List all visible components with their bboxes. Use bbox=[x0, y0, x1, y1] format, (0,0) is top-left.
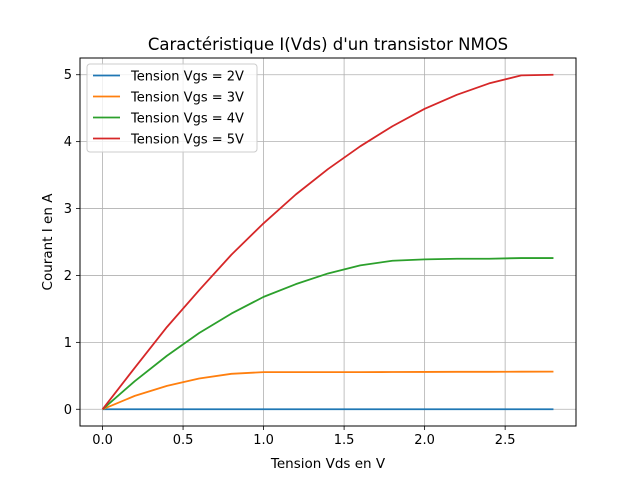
legend-box bbox=[86, 63, 258, 153]
legend-label-1: Tension Vgs = 2V bbox=[130, 69, 244, 84]
y-tick-label: 5 bbox=[64, 68, 72, 83]
grid bbox=[80, 58, 576, 426]
y-tick-label: 3 bbox=[64, 202, 72, 217]
x-axis-label: Tension Vds en V bbox=[270, 456, 386, 472]
x-tick-label: 2.0 bbox=[414, 433, 435, 448]
legend: Tension Vgs = 2V Tension Vgs = 3V Tension … bbox=[86, 63, 258, 153]
x-tick-label: 2.5 bbox=[495, 433, 516, 448]
x-tick-label: 1.5 bbox=[334, 433, 355, 448]
chart-title: Caractéristique I(Vds) d'un transistor N… bbox=[148, 35, 508, 54]
series-line-4 bbox=[101, 73, 554, 410]
y-axis-label: Courant I en A bbox=[40, 193, 56, 291]
series-line-2 bbox=[102, 370, 554, 411]
x-axis-ticks: 0.0 0.5 1.0 1.5 2.0 2.5 bbox=[92, 426, 515, 448]
y-tick-label: 0 bbox=[64, 403, 72, 418]
legend-label-4: Tension Vgs = 5V bbox=[130, 132, 244, 147]
x-tick-label: 1.0 bbox=[253, 433, 274, 448]
legend-label-3: Tension Vgs = 4V bbox=[130, 111, 244, 126]
series-line-3 bbox=[101, 257, 554, 410]
legend-label-2: Tension Vgs = 3V bbox=[130, 90, 244, 105]
series-lines bbox=[101, 73, 554, 411]
y-tick-label: 1 bbox=[64, 336, 72, 351]
y-axis-ticks: 0 1 2 3 4 5 bbox=[64, 68, 80, 418]
y-tick-label: 4 bbox=[64, 135, 72, 150]
x-tick-label: 0.5 bbox=[173, 433, 194, 448]
y-tick-label: 2 bbox=[64, 269, 72, 284]
plot-frame bbox=[79, 57, 577, 427]
legend-items: Tension Vgs = 2V Tension Vgs = 3V Tension … bbox=[93, 69, 244, 147]
x-tick-label: 0.0 bbox=[92, 433, 113, 448]
